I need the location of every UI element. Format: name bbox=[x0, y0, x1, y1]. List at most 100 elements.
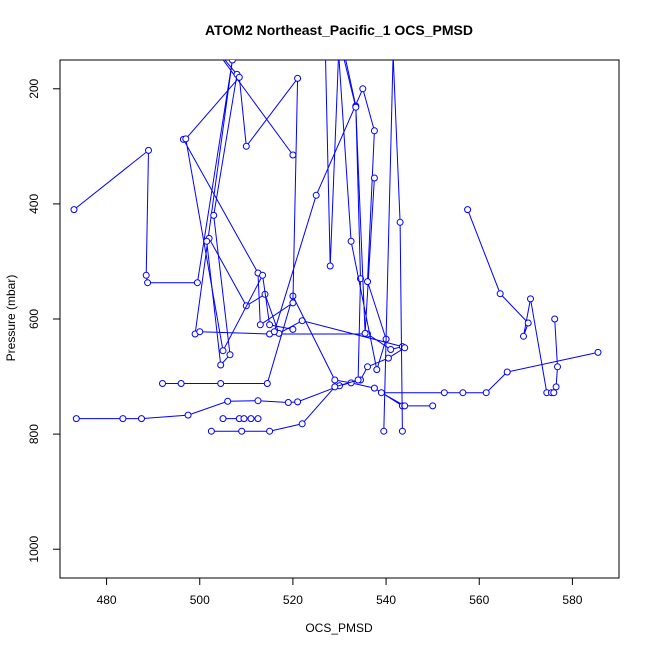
data-point bbox=[208, 41, 214, 47]
data-point bbox=[298, 420, 306, 428]
data-point bbox=[440, 389, 448, 397]
data-point bbox=[238, 427, 246, 435]
data-point bbox=[312, 191, 320, 199]
data-point bbox=[459, 389, 467, 397]
data-point bbox=[263, 380, 271, 387]
data-point bbox=[210, 211, 218, 219]
data-point bbox=[373, 366, 381, 374]
data-point bbox=[554, 363, 561, 371]
series-8 bbox=[464, 206, 561, 397]
x-tick-label: 580 bbox=[562, 593, 582, 607]
x-axis-label: OCS_PMSD bbox=[305, 621, 373, 635]
x-tick-label: 520 bbox=[283, 593, 303, 607]
data-point bbox=[256, 321, 264, 329]
data-point bbox=[247, 415, 255, 423]
data-point bbox=[289, 151, 297, 159]
y-tick-label: 800 bbox=[27, 424, 41, 444]
data-point bbox=[390, 51, 396, 57]
data-point bbox=[177, 380, 185, 387]
data-point bbox=[145, 146, 152, 154]
plot-frame bbox=[59, 59, 620, 579]
series-5 bbox=[219, 415, 262, 423]
data-point bbox=[219, 415, 227, 423]
y-tick-label: 200 bbox=[27, 78, 41, 98]
data-point bbox=[352, 103, 360, 111]
y-tick-label: 600 bbox=[27, 309, 41, 329]
data-point bbox=[380, 427, 388, 435]
data-point bbox=[364, 363, 371, 371]
data-point bbox=[354, 376, 362, 384]
chart-title: ATOM2 Northeast_Pacific_1 OCS_PMSD bbox=[205, 22, 473, 38]
data-point bbox=[384, 354, 392, 362]
data-point bbox=[193, 279, 201, 287]
data-point bbox=[370, 174, 378, 182]
data-point bbox=[289, 325, 297, 333]
data-point bbox=[594, 348, 602, 356]
data-point bbox=[119, 415, 127, 423]
data-point bbox=[159, 380, 166, 387]
data-point bbox=[254, 397, 262, 405]
data-point bbox=[184, 411, 192, 419]
x-tick-label: 500 bbox=[190, 593, 210, 607]
y-axis-label: Pressure (mbar) bbox=[4, 275, 18, 362]
data-point bbox=[361, 329, 369, 337]
data-point bbox=[294, 398, 302, 406]
x-tick-label: 480 bbox=[97, 593, 117, 607]
data-point bbox=[70, 206, 78, 214]
data-point bbox=[364, 278, 371, 286]
data-point bbox=[347, 237, 355, 245]
data-point bbox=[235, 73, 243, 81]
data-point bbox=[226, 351, 234, 359]
data-point bbox=[527, 295, 534, 303]
data-point bbox=[242, 142, 250, 150]
data-point bbox=[217, 361, 225, 369]
data-point bbox=[240, 415, 248, 423]
data-point bbox=[224, 397, 232, 405]
series-6 bbox=[270, 60, 390, 374]
series-1 bbox=[70, 41, 406, 369]
data-point bbox=[217, 380, 225, 387]
data-point bbox=[142, 271, 150, 279]
series-line bbox=[182, 76, 299, 353]
data-point bbox=[144, 279, 152, 287]
series-9 bbox=[380, 51, 406, 435]
data-point bbox=[196, 328, 204, 336]
data-point bbox=[182, 135, 190, 143]
data-point bbox=[284, 399, 292, 406]
data-point bbox=[524, 319, 532, 327]
data-point bbox=[331, 376, 339, 384]
data-point bbox=[429, 402, 437, 410]
data-point bbox=[207, 427, 215, 435]
data-point bbox=[254, 415, 262, 423]
data-point bbox=[323, 60, 328, 61]
series-7 bbox=[179, 73, 302, 355]
data-point bbox=[359, 85, 367, 93]
data-point bbox=[270, 328, 278, 336]
data-point bbox=[387, 346, 395, 353]
y-axis: 200 400 600 800 1000 bbox=[27, 78, 60, 563]
data-point bbox=[228, 60, 236, 64]
data-point bbox=[294, 74, 302, 82]
y-tick-label: 400 bbox=[27, 194, 41, 214]
data-point bbox=[219, 347, 227, 355]
x-axis: 480 500 520 540 560 580 bbox=[97, 578, 583, 607]
data-point bbox=[266, 321, 274, 329]
data-point bbox=[72, 415, 80, 423]
series-line bbox=[383, 60, 403, 432]
x-tick-label: 540 bbox=[376, 593, 396, 607]
x-tick-label: 560 bbox=[469, 593, 489, 607]
data-point bbox=[259, 271, 267, 279]
data-point bbox=[331, 383, 339, 391]
data-point bbox=[138, 415, 145, 423]
series-line bbox=[73, 60, 403, 367]
data-point bbox=[482, 389, 490, 397]
series-3 bbox=[159, 292, 602, 410]
data-point bbox=[552, 383, 560, 391]
data-point bbox=[503, 368, 511, 376]
series-line bbox=[273, 60, 387, 370]
data-point bbox=[396, 218, 404, 226]
data-point bbox=[551, 315, 559, 323]
data-point bbox=[464, 206, 472, 214]
series-4 bbox=[207, 60, 364, 435]
